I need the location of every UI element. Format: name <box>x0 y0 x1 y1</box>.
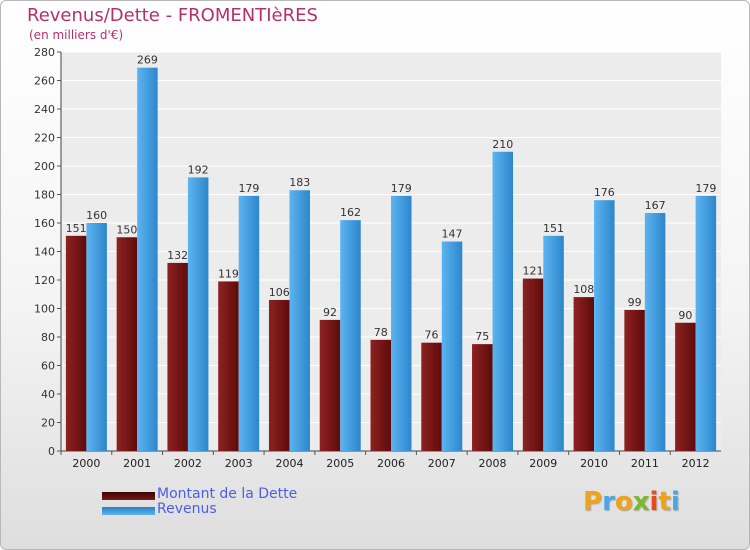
data-label: 99 <box>628 296 642 309</box>
y-tick-label: 240 <box>34 103 55 116</box>
data-label: 92 <box>323 306 337 319</box>
bar-dette <box>573 297 595 451</box>
logo-letter: t <box>658 487 671 517</box>
logo-letter: i <box>670 487 680 517</box>
bar-revenus <box>187 177 209 451</box>
legend-swatch-revenus <box>102 507 155 515</box>
bar-revenus <box>340 220 361 451</box>
x-tick-label: 2005 <box>326 457 354 470</box>
bar-dette <box>65 235 87 451</box>
bar-revenus <box>543 235 564 451</box>
y-tick-label: 0 <box>48 445 55 458</box>
data-label: 269 <box>137 54 158 67</box>
x-tick-label: 2002 <box>174 457 202 470</box>
data-label: 151 <box>543 222 564 235</box>
data-label: 106 <box>269 286 290 299</box>
legend-label-dette: Montant de la Dette <box>157 486 298 502</box>
data-label: 150 <box>116 223 137 236</box>
bar-revenus <box>695 195 717 451</box>
y-tick-label: 120 <box>34 274 55 287</box>
y-tick-label: 260 <box>34 75 55 88</box>
x-tick-label: 2010 <box>580 457 608 470</box>
data-label: 162 <box>340 206 361 219</box>
data-label: 179 <box>238 182 259 195</box>
data-label: 183 <box>289 176 310 189</box>
data-label: 121 <box>523 265 544 278</box>
y-tick-label: 20 <box>41 417 55 430</box>
legend-label-revenus: Revenus <box>157 501 217 517</box>
data-label: 132 <box>167 249 188 262</box>
bar-revenus <box>492 151 514 451</box>
bar-dette <box>268 299 290 451</box>
y-tick-label: 140 <box>34 246 55 259</box>
bar-revenus <box>238 195 260 451</box>
y-tick-label: 160 <box>34 217 55 230</box>
y-tick-label: 80 <box>41 331 55 344</box>
bar-revenus <box>86 223 107 451</box>
x-tick-label: 2009 <box>529 457 557 470</box>
bar-dette <box>319 319 341 451</box>
data-label: 167 <box>645 199 666 212</box>
bar-revenus <box>594 200 615 451</box>
bar-dette <box>116 237 138 451</box>
x-tick-label: 2008 <box>479 457 507 470</box>
data-label: 75 <box>475 330 489 343</box>
y-tick-label: 40 <box>41 388 55 401</box>
bar-dette <box>675 322 696 451</box>
x-tick-label: 2012 <box>682 457 710 470</box>
bar-dette <box>522 278 544 451</box>
data-label: 160 <box>86 209 107 222</box>
y-tick-label: 220 <box>34 132 55 145</box>
y-tick-label: 200 <box>34 160 55 173</box>
bar-dette <box>421 342 442 451</box>
logo-letter: P <box>583 487 603 517</box>
data-label: 192 <box>188 163 209 176</box>
logo-letter: o <box>614 487 633 517</box>
data-label: 179 <box>391 182 412 195</box>
y-tick-label: 280 <box>34 46 55 59</box>
data-label: 210 <box>492 138 513 151</box>
data-label: 76 <box>425 329 439 342</box>
x-tick-label: 2007 <box>428 457 456 470</box>
y-tick-label: 60 <box>41 360 55 373</box>
bar-dette <box>218 281 239 451</box>
bar-dette <box>167 262 188 451</box>
x-tick-label: 2006 <box>377 457 405 470</box>
proxiti-logo: Proxiti <box>583 487 680 517</box>
logo-letter: x <box>632 487 650 517</box>
logo-letter: i <box>649 487 659 517</box>
x-tick-label: 2003 <box>225 457 253 470</box>
data-label: 119 <box>218 267 239 280</box>
x-tick-label: 2001 <box>123 457 151 470</box>
bar-revenus <box>137 67 158 452</box>
data-label: 151 <box>66 222 87 235</box>
bar-revenus <box>289 190 310 451</box>
data-label: 78 <box>374 326 388 339</box>
x-tick-label: 2004 <box>275 457 303 470</box>
bar-revenus <box>391 195 412 451</box>
data-label: 90 <box>678 309 692 322</box>
data-label: 108 <box>573 283 594 296</box>
chart-title: Revenus/Dette - FROMENTIèRES <box>27 5 318 26</box>
x-tick-label: 2000 <box>72 457 100 470</box>
y-tick-label: 100 <box>34 303 55 316</box>
logo-letter: r <box>602 487 615 517</box>
bar-revenus <box>441 241 463 451</box>
legend-swatch-dette <box>102 492 155 500</box>
y-tick-label: 180 <box>34 189 55 202</box>
x-tick-label: 2011 <box>631 457 659 470</box>
bar-dette <box>624 309 645 451</box>
bar-dette <box>370 339 391 451</box>
data-label: 147 <box>442 228 463 241</box>
bar-dette <box>472 344 493 451</box>
bar-revenus <box>644 213 666 451</box>
chart-subtitle: (en milliers d'€) <box>29 28 124 42</box>
data-label: 176 <box>594 186 615 199</box>
data-label: 179 <box>695 182 716 195</box>
